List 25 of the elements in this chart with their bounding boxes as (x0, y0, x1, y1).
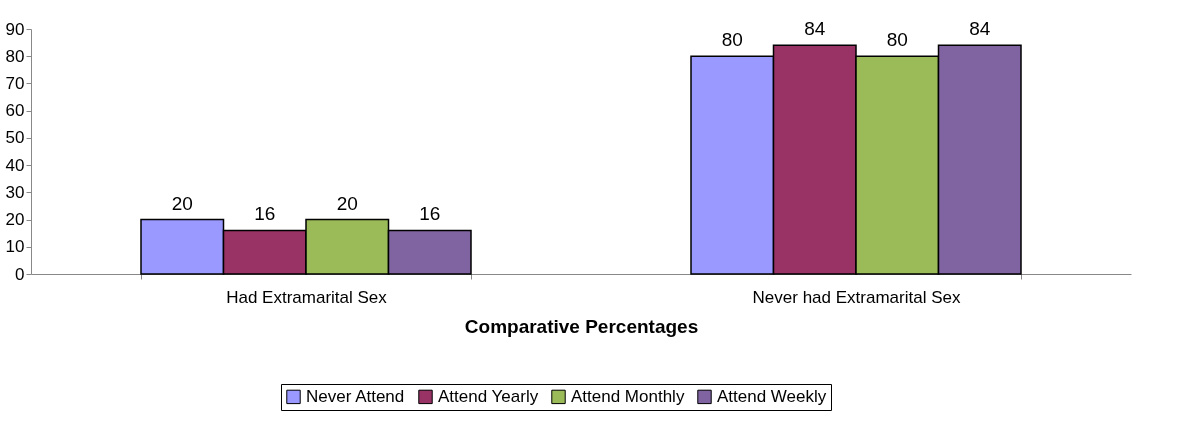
y-tick-label: 20 (5, 210, 25, 230)
y-tick-label: 10 (5, 237, 25, 257)
x-tick-label: Never had Extramarital Sex (752, 287, 961, 307)
data-label: 16 (419, 203, 441, 225)
y-tick-label: 80 (5, 46, 25, 66)
data-label: 20 (336, 192, 358, 214)
data-label: 84 (804, 18, 826, 40)
y-tick-label: 70 (5, 73, 25, 93)
data-label: 80 (721, 29, 743, 51)
y-tick-label: 50 (5, 128, 25, 148)
legend-label: Never Attend (306, 386, 405, 406)
x-axis-title: Comparative Percentages (464, 315, 699, 337)
legend-label: Attend Monthly (571, 386, 685, 406)
y-tick-label: 30 (5, 182, 25, 202)
legend-label: Attend Yearly (438, 386, 539, 406)
y-tick-label: 0 (15, 264, 25, 284)
y-tick-label: 90 (5, 19, 25, 39)
data-label: 16 (254, 203, 276, 225)
y-tick-label: 60 (5, 101, 25, 121)
data-label: 20 (171, 192, 193, 214)
x-tick-label: Had Extramarital Sex (226, 287, 388, 307)
data-label: 80 (886, 29, 908, 51)
legend-label: Attend Weekly (717, 386, 827, 406)
y-tick-label: 40 (5, 155, 25, 175)
data-label: 84 (969, 18, 991, 40)
